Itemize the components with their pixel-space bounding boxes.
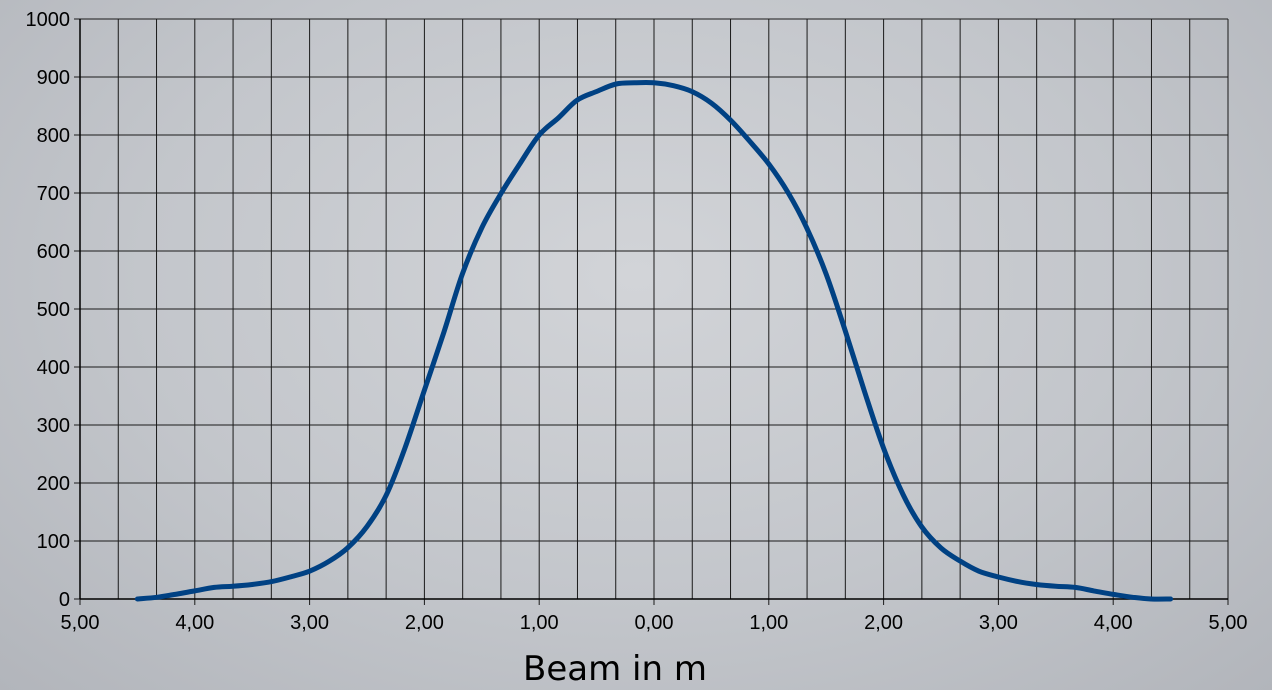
y-tick-labels: 0 100 200 300 400 500 600 700 800 900 1000 bbox=[26, 9, 71, 611]
x-tick-label: 1,00 bbox=[520, 612, 559, 634]
x-tick-label: 4,00 bbox=[175, 612, 214, 634]
y-tick-label: 400 bbox=[37, 357, 70, 379]
y-tick-label: 1000 bbox=[26, 9, 71, 31]
axes bbox=[79, 19, 1228, 600]
x-axis-title: Beam in m bbox=[523, 649, 707, 689]
y-tick-label: 600 bbox=[37, 241, 70, 263]
x-tick-label: 4,00 bbox=[1094, 612, 1133, 634]
y-tick-label: 500 bbox=[37, 299, 70, 321]
x-tick-label: 5,00 bbox=[61, 612, 100, 634]
y-tick-label: 100 bbox=[37, 531, 70, 553]
beam-profile-line bbox=[134, 80, 1174, 602]
y-tick-label: 700 bbox=[37, 183, 70, 205]
x-tick-label: 2,00 bbox=[864, 612, 903, 634]
x-tick-label: 5,00 bbox=[1209, 612, 1248, 634]
x-tick-label: 3,00 bbox=[290, 612, 329, 634]
y-tick-label: 0 bbox=[59, 589, 70, 611]
x-tick-label: 1,00 bbox=[749, 612, 788, 634]
x-tick-labels: 5,00 4,00 3,00 2,00 1,00 0,00 1,00 2,00 3,00 4,00… bbox=[61, 612, 1248, 634]
x-tick-label: 2,00 bbox=[405, 612, 444, 634]
gridlines bbox=[74, 18, 1229, 605]
x-tick-label: 3,00 bbox=[979, 612, 1018, 634]
y-tick-label: 900 bbox=[37, 67, 70, 89]
y-tick-label: 200 bbox=[37, 473, 70, 495]
x-tick-label: 0,00 bbox=[635, 612, 674, 634]
y-tick-label: 300 bbox=[37, 415, 70, 437]
y-tick-label: 800 bbox=[37, 125, 70, 147]
